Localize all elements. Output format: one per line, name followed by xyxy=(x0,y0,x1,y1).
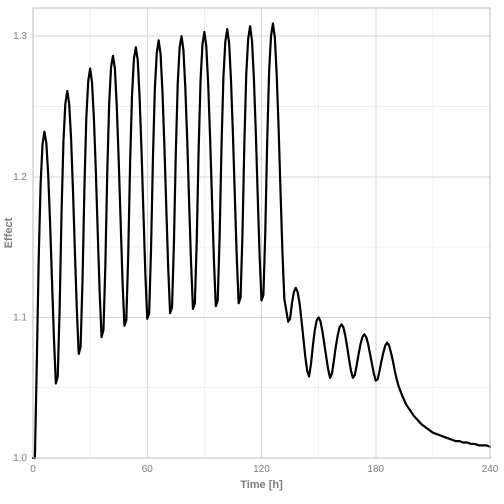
x-tick-label: 120 xyxy=(253,464,270,475)
y-tick-label: 1.3 xyxy=(13,31,27,42)
x-tick-label: 0 xyxy=(30,464,36,475)
chart-container: 0 60 120 180 240 1.0 1.1 1.2 1.3 Time [h] Effect xyxy=(0,0,504,504)
y-tick-label: 1.1 xyxy=(13,312,27,323)
y-axis-title: Effect xyxy=(3,217,15,248)
line-chart: 0 60 120 180 240 1.0 1.1 1.2 1.3 Time [h] Effect xyxy=(0,0,504,504)
x-axis-title: Time [h] xyxy=(240,479,283,491)
x-tick-label: 240 xyxy=(482,464,499,475)
x-tick-label: 180 xyxy=(367,464,384,475)
y-tick-label: 1.2 xyxy=(13,172,27,183)
x-tick-label: 60 xyxy=(142,464,154,475)
y-tick-label: 1.0 xyxy=(13,453,27,464)
